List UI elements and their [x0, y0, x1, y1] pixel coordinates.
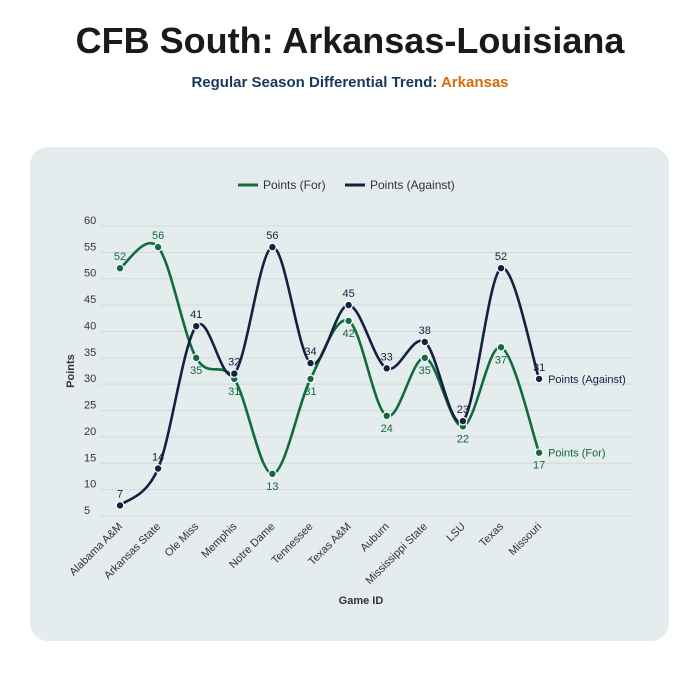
points-against-point [306, 358, 315, 368]
points-against-point [344, 300, 354, 310]
points-for-line [119, 242, 541, 476]
subtitle-team: Arkansas [440, 74, 509, 91]
x-tick-label: Ole Miss [163, 520, 202, 559]
y-axis-label: Points [65, 354, 77, 388]
points-against-point [153, 464, 163, 473]
points-for-data-label: 35 [419, 365, 431, 377]
points-against-point [115, 501, 125, 510]
points-for-point [382, 411, 392, 421]
points-for-data-label: 24 [381, 423, 393, 435]
y-tick-label: 15 [84, 452, 96, 464]
points-against-point [191, 321, 201, 331]
points-against-data-label: 45 [342, 288, 354, 300]
points-against-line [119, 245, 541, 507]
y-tick-label: 30 [84, 373, 96, 385]
points-for-data-label: 42 [342, 328, 354, 340]
points-for-end-label: Points (For) [548, 448, 605, 460]
y-tick-label: 60 [84, 215, 96, 227]
points-against-data-label: 14 [152, 452, 164, 464]
points-for-data-label: 35 [190, 365, 202, 377]
points-against-point [268, 242, 277, 252]
y-tick-label: 10 [84, 479, 96, 491]
y-tick-label: 45 [84, 294, 96, 306]
y-tick-label: 50 [84, 268, 96, 280]
points-against-data-label: 32 [228, 357, 240, 369]
x-tick-label: LSU [444, 521, 468, 545]
points-for-data-label: 37 [495, 354, 507, 366]
points-for-point [420, 353, 430, 363]
y-tick-label: 35 [84, 347, 96, 359]
chart-title: CFB South: Arkansas-Louisiana [75, 20, 625, 61]
points-against-data-label: 33 [381, 351, 393, 363]
points-against-data-label: 34 [304, 346, 316, 358]
y-tick-label: 40 [84, 320, 96, 332]
points-for-point [191, 353, 201, 363]
points-against-point [229, 369, 239, 379]
points-for-point [344, 316, 354, 326]
points-for-data-label: 52 [114, 251, 126, 263]
points-for-data-label: 22 [457, 433, 469, 445]
x-tick-label: Missouri [507, 521, 544, 558]
points-against-data-label: 7 [117, 488, 123, 500]
points-against-data-label: 41 [190, 309, 202, 321]
points-against-point [420, 337, 430, 347]
points-for-point [115, 263, 125, 273]
points-for-point [534, 448, 544, 458]
points-against-data-label: 31 [533, 362, 545, 374]
y-tick-label: 5 [84, 505, 90, 517]
points-against-data-label: 23 [457, 404, 469, 416]
points-against-point [382, 363, 392, 373]
points-for-data-label: 31 [228, 386, 240, 398]
points-against-data-label: 52 [495, 251, 507, 263]
points-for-point [306, 374, 315, 384]
points-for-point [153, 242, 163, 252]
subtitle-prefix: Regular Season Differential Trend: [191, 74, 441, 91]
y-tick-label: 20 [84, 426, 96, 438]
points-against-point [496, 263, 506, 273]
points-against-end-label: Points (Against) [548, 374, 626, 386]
y-tick-label: 55 [84, 241, 96, 253]
points-for-point [496, 342, 506, 352]
x-axis-label: Game ID [339, 595, 384, 607]
points-for-point [268, 469, 277, 479]
points-against-legend-label: Points (Against) [370, 178, 455, 192]
points-against-data-label: 56 [266, 230, 278, 242]
points-for-data-label: 13 [266, 481, 278, 493]
points-for-data-label: 56 [152, 230, 164, 242]
points-for-data-label: 17 [533, 460, 545, 472]
points-against-point [534, 374, 544, 384]
x-tick-label: Auburn [358, 521, 392, 555]
points-against-data-label: 38 [419, 325, 431, 337]
points-for-legend-label: Points (For) [263, 178, 326, 192]
chart-panel [30, 147, 669, 641]
chart-subtitle: Regular Season Differential Trend: Arkan… [0, 74, 700, 91]
y-tick-label: 25 [84, 400, 96, 412]
points-against-point [458, 416, 468, 426]
x-tick-label: Texas [477, 520, 506, 549]
points-for-data-label: 31 [304, 386, 316, 398]
